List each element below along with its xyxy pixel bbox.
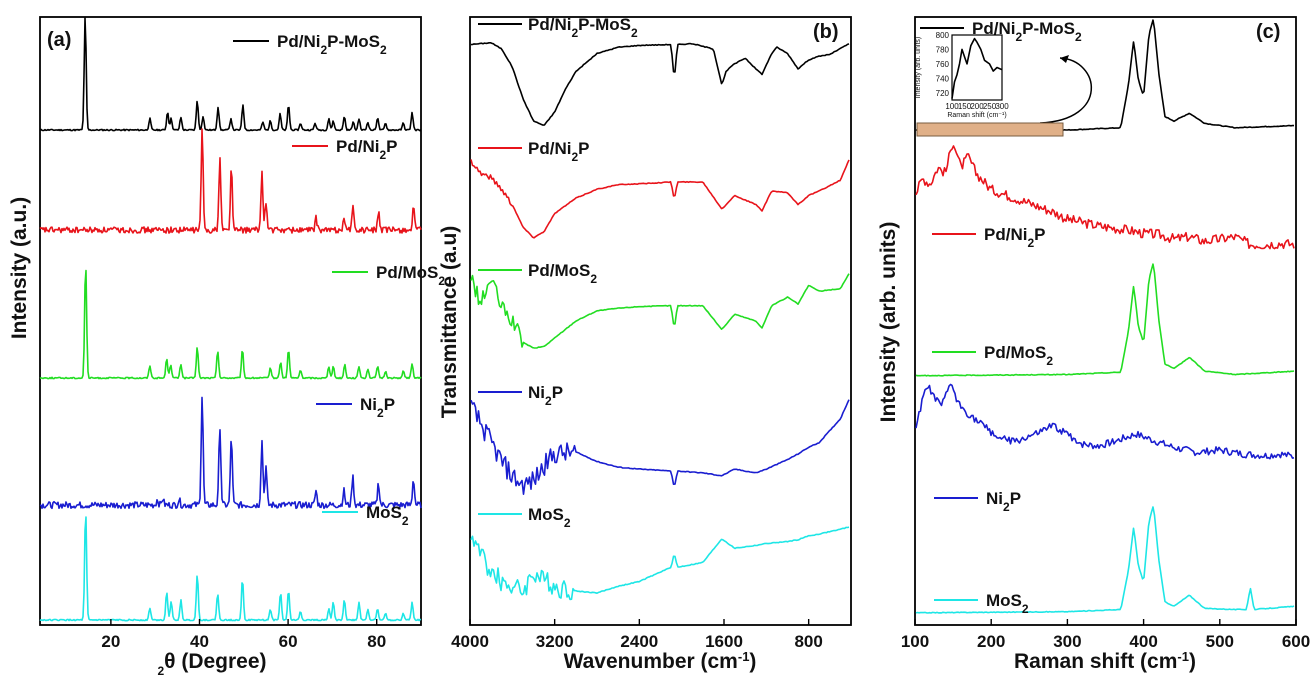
series-a-pd-ni2p-mos2 xyxy=(39,17,422,132)
panel-b-frame xyxy=(469,16,852,626)
series-a-ni2p xyxy=(39,396,422,510)
series-b-pd-ni2p xyxy=(470,159,850,239)
c-x-tick-label-400: 400 xyxy=(1129,632,1157,651)
legend-label-c-mos2: MoS2 xyxy=(986,591,1029,616)
inset-xtick-200: 200 xyxy=(970,102,984,111)
inset-xtick-150: 150 xyxy=(958,102,972,111)
legend-label-b-pd-ni2p: Pd/Ni2P xyxy=(528,139,589,164)
a-x-tick-label-80: 80 xyxy=(367,632,386,651)
c-x-tick-label-500: 500 xyxy=(1206,632,1234,651)
panel-c-raman: Pd/Ni2P-MoS2 Pd/Ni2P Pd/MoS2 Ni2P MoS2 100 20… xyxy=(877,16,1310,674)
legend-label-a-ni2p: Ni2P xyxy=(360,395,395,420)
legend-label-b-pd-mos2: Pd/MoS2 xyxy=(528,261,597,286)
series-c-ni2p xyxy=(915,383,1295,460)
legend-label-c-pd-ni2p-mos2: Pd/Ni2P-MoS2 xyxy=(972,19,1082,44)
legend-label-a-pd-mos2: Pd/MoS2 xyxy=(376,263,445,288)
series-b-mos2 xyxy=(470,526,850,601)
panel-b-series-group: Pd/Ni2P-MoS2 Pd/Ni2P Pd/MoS2 Ni2P MoS2 xyxy=(470,15,850,601)
series-b-pd-ni2p-mos2 xyxy=(470,41,850,126)
a-x-tick-label-40: 40 xyxy=(190,632,209,651)
legend-label-b-pd-ni2p-mos2: Pd/Ni2P-MoS2 xyxy=(528,15,638,40)
panel-c-ticks: 100 200 300 400 500 600 xyxy=(901,619,1310,651)
inset-frame xyxy=(951,34,1003,101)
series-c-pd-mos2 xyxy=(915,263,1295,377)
c-x-tick-label-100: 100 xyxy=(901,632,929,651)
series-b-pd-mos2 xyxy=(470,273,850,349)
panel-b-label: (b) xyxy=(813,21,839,43)
c-x-tick-label-600: 600 xyxy=(1282,632,1310,651)
panel-c-frame xyxy=(914,16,1297,626)
inset-arrowhead xyxy=(1060,55,1069,63)
a-x-tick-label-60: 60 xyxy=(279,632,298,651)
b-x-tick-label-3200: 3200 xyxy=(536,632,574,651)
legend-label-a-pd-ni2p: Pd/Ni2P xyxy=(336,137,397,162)
panel-a-frame xyxy=(39,16,422,626)
panel-a-label: (a) xyxy=(47,29,71,51)
legend-label-b-mos2: MoS2 xyxy=(528,505,571,530)
b-x-tick-label-2400: 2400 xyxy=(620,632,658,651)
panel-c-y-axis-label: Intensity (arb. units) xyxy=(877,222,900,423)
panel-b-ticks: 4000 3200 2400 1600 800 xyxy=(451,619,823,651)
panel-a-x-axis-label: 2θ (Degree) xyxy=(157,650,266,678)
b-x-tick-label-1600: 1600 xyxy=(705,632,743,651)
legend-label-a-pd-ni2p-mos2: Pd/Ni2P-MoS2 xyxy=(277,32,387,57)
inset-y-axis-label: Intensity (arb. units) xyxy=(915,37,922,98)
series-b-ni2p xyxy=(470,399,850,496)
legend-label-c-pd-ni2p: Pd/Ni2P xyxy=(984,225,1045,250)
legend-label-a-mos2: MoS2 xyxy=(366,503,409,528)
legend-label-c-pd-mos2: Pd/MoS2 xyxy=(984,343,1053,368)
panel-b-x-axis-label: Wavenumber (cm-1) xyxy=(564,649,757,674)
legend-label-c-ni2p: Ni2P xyxy=(986,489,1021,514)
panel-c-series-group: Pd/Ni2P-MoS2 Pd/Ni2P Pd/MoS2 Ni2P MoS2 xyxy=(915,19,1295,616)
series-c-pd-ni2p xyxy=(915,145,1295,250)
c-x-tick-label-300: 300 xyxy=(1053,632,1081,651)
inset-x-axis-label: Raman shift (cm⁻¹) xyxy=(947,112,1006,119)
inset-ytick-740: 740 xyxy=(936,74,950,83)
a-x-tick-label-20: 20 xyxy=(101,632,120,651)
inset-ytick-780: 780 xyxy=(936,45,950,54)
panel-b-ftir: Pd/Ni2P-MoS2 Pd/Ni2P Pd/MoS2 Ni2P MoS2 4000 3… xyxy=(438,15,852,674)
panel-a-series-group: Pd/Ni2P-MoS2 Pd/Ni2P Pd/MoS2 Ni2P MoS2 xyxy=(39,17,445,622)
b-x-tick-label-4000: 4000 xyxy=(451,632,489,651)
inset-ytick-760: 760 xyxy=(936,60,950,69)
series-a-pd-mos2 xyxy=(39,269,422,380)
panel-a-xrd: Pd/Ni2P-MoS2 Pd/Ni2P Pd/MoS2 Ni2P MoS2 20 40 6… xyxy=(8,16,445,678)
c-x-tick-label-200: 200 xyxy=(977,632,1005,651)
inset-ytick-800: 800 xyxy=(936,31,950,40)
panel-c-label: (c) xyxy=(1256,21,1280,43)
b-x-tick-label-800: 800 xyxy=(794,632,822,651)
inset-region-highlight xyxy=(916,122,1064,137)
series-a-mos2 xyxy=(39,516,422,622)
panel-c-x-axis-label: Raman shift (cm-1) xyxy=(1014,649,1196,674)
series-c-mos2 xyxy=(915,506,1295,614)
inset-pointer-arrow xyxy=(1039,57,1092,124)
series-a-pd-ni2p xyxy=(39,128,422,234)
inset-xtick-100: 100 xyxy=(945,102,959,111)
inset-ytick-720: 720 xyxy=(936,89,950,98)
panel-a-ticks: 20 40 60 80 xyxy=(101,619,386,651)
panel-a-y-axis-label: Intensity (a.u.) xyxy=(8,197,31,339)
legend-label-b-ni2p: Ni2P xyxy=(528,383,563,408)
inset-xtick-300: 300 xyxy=(995,102,1009,111)
panel-b-y-axis-label: Transmittance (a.u) xyxy=(438,226,461,419)
inset-series-line xyxy=(951,37,1003,99)
inset-xtick-250: 250 xyxy=(983,102,997,111)
